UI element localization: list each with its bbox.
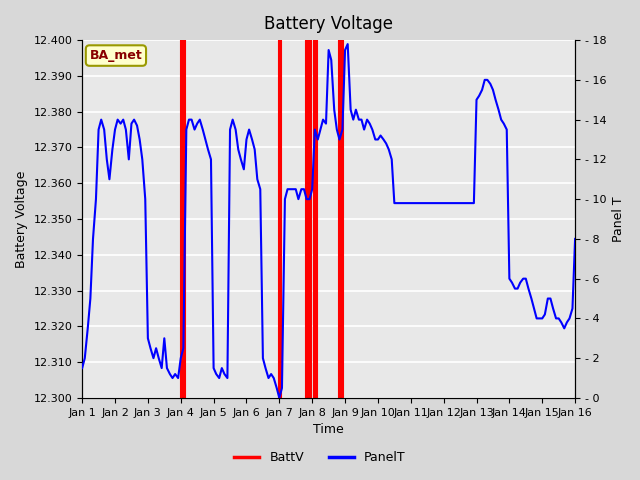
Bar bbox=[307, 40, 310, 398]
Text: BA_met: BA_met bbox=[90, 49, 142, 62]
Y-axis label: Battery Voltage: Battery Voltage bbox=[15, 170, 28, 268]
Title: Battery Voltage: Battery Voltage bbox=[264, 15, 393, 33]
Bar bbox=[279, 40, 281, 398]
Y-axis label: Panel T: Panel T bbox=[612, 196, 625, 242]
Bar bbox=[314, 40, 317, 398]
Legend: BattV, PanelT: BattV, PanelT bbox=[229, 446, 411, 469]
X-axis label: Time: Time bbox=[313, 423, 344, 436]
Bar bbox=[339, 40, 344, 398]
Bar bbox=[180, 40, 185, 398]
